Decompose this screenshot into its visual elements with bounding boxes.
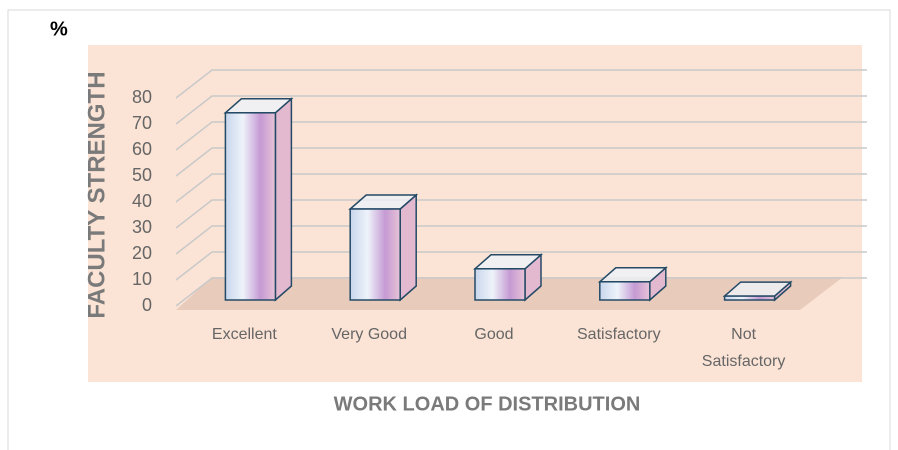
plot-background [88,45,862,382]
bar [474,268,526,301]
x-axis-title: WORK LOAD OF DISTRIBUTION [334,393,641,415]
grid-line [175,121,867,151]
y-axis-title: FACULTY STRENGTH [83,71,110,318]
bar [224,112,277,301]
unit-label: % [50,18,68,40]
grid-line [175,95,867,125]
y-tick-label: 80 [132,87,152,107]
x-tick-label: Not Satisfactory [701,326,786,370]
y-tick-label: 30 [132,217,152,237]
grid-line [175,69,867,99]
bar-side [274,97,293,302]
grid-line [175,173,867,203]
bar-side [399,193,417,302]
y-tick-label: 50 [132,165,152,185]
y-tick-label: 0 [142,295,152,315]
x-tick-label: Satisfactory [577,326,661,343]
y-tick-label: 40 [132,191,152,211]
grid-line [175,147,867,177]
grid-line [175,225,867,255]
x-tick-label: Very Good [331,326,407,343]
frame [7,9,891,450]
y-tick-label: 70 [132,113,152,133]
y-tick-label: 60 [132,139,152,159]
bar [723,295,776,301]
bar [349,208,401,301]
grid-line [175,251,867,281]
x-tick-label: Good [474,326,514,343]
bar [599,281,651,301]
grid-line [175,199,867,229]
y-tick-label: 20 [132,243,152,263]
y-tick-label: 10 [132,269,152,289]
x-tick-label: Excellent [211,326,277,343]
